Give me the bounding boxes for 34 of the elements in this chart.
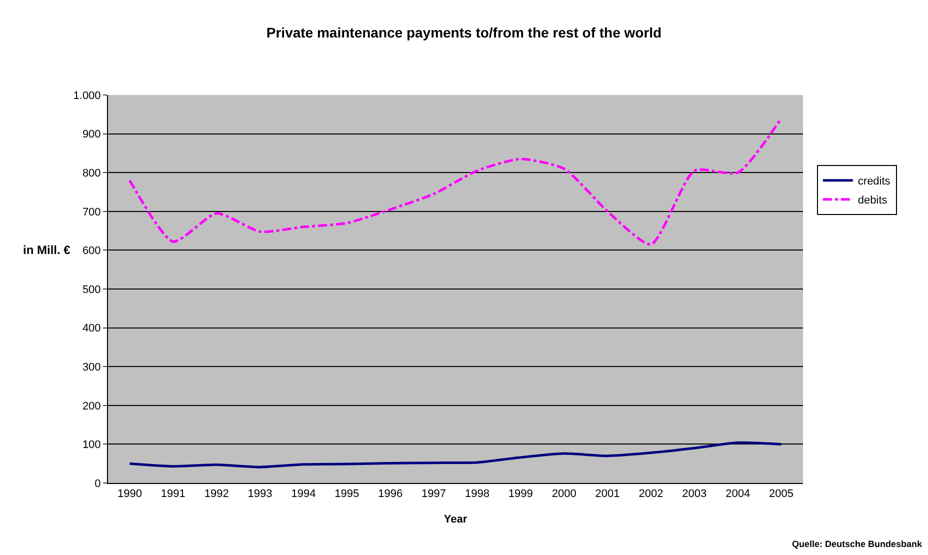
x-tick-label: 2002 xyxy=(638,488,664,500)
x-tick-label: 1994 xyxy=(291,488,316,500)
x-tick-label: 1991 xyxy=(160,488,186,500)
y-tick-label: 400 xyxy=(82,322,101,335)
y-tick-label: 200 xyxy=(82,400,101,412)
x-tick-label: 1993 xyxy=(248,488,272,500)
x-tick-label: 1999 xyxy=(508,488,533,500)
y-tick-label: 900 xyxy=(82,128,101,141)
x-tick-label: 2003 xyxy=(682,488,707,500)
x-tick-label: 1995 xyxy=(334,488,360,500)
x-tick-label: 2001 xyxy=(595,488,620,500)
y-tick-label: 0 xyxy=(94,478,101,490)
x-tick-label: 1990 xyxy=(117,488,142,500)
y-tick-label: 600 xyxy=(82,245,101,258)
x-tick-label: 1998 xyxy=(464,488,490,500)
y-tick-label: 500 xyxy=(82,284,101,296)
y-axis-title: in Mill. € xyxy=(23,243,71,257)
x-axis-title: Year xyxy=(444,513,468,526)
x-tick-label: 1996 xyxy=(378,488,403,500)
x-tick-label: 1992 xyxy=(204,488,229,500)
y-tick-label: 300 xyxy=(82,361,101,374)
y-tick-label: 1.000 xyxy=(73,90,101,102)
x-tick-label: 2005 xyxy=(769,488,794,500)
x-tick-label: 2004 xyxy=(726,488,750,500)
y-tick-label: 800 xyxy=(82,167,101,180)
line-series xyxy=(128,441,783,468)
y-tick-label: 700 xyxy=(82,206,101,218)
x-tick-label: 1997 xyxy=(422,488,446,500)
chart-title: Private maintenance payments to/from the rest of the world xyxy=(266,24,662,41)
legend-label: debits xyxy=(858,194,888,207)
x-tick-label: 2000 xyxy=(552,488,576,500)
source-note: Quelle: Deutsche Bundesbank xyxy=(792,539,924,549)
legend-label: credits xyxy=(858,176,891,188)
y-tick-label: 100 xyxy=(82,439,101,452)
